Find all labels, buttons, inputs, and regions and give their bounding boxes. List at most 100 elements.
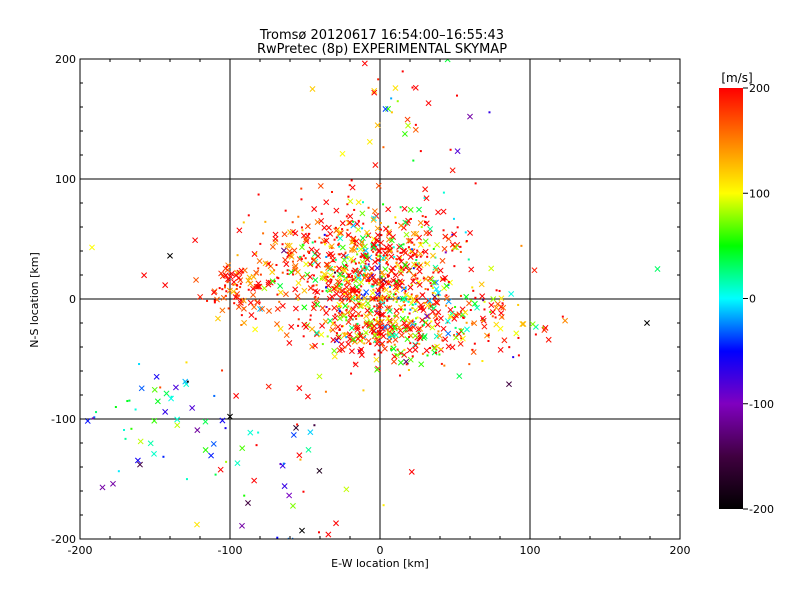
data-point-x (309, 326, 316, 332)
data-point-dot (416, 339, 419, 342)
data-point-dot (213, 394, 216, 397)
data-point-dot (470, 322, 473, 325)
data-point-x (370, 295, 376, 302)
data-point-dot (324, 275, 327, 278)
data-point-dot (332, 286, 335, 289)
data-point-x (374, 366, 381, 373)
data-point-x (233, 392, 240, 399)
data-point-dot (376, 331, 379, 334)
data-point-x (417, 305, 424, 312)
data-point-dot (474, 182, 477, 185)
data-point-dot (460, 314, 463, 317)
data-point-x (387, 243, 394, 250)
data-point-x (444, 318, 451, 325)
data-point-dot (411, 86, 414, 89)
data-point-x (172, 384, 179, 391)
data-point-x (272, 231, 279, 238)
data-point-x (385, 280, 392, 287)
data-point-x (369, 289, 376, 296)
data-point-x (287, 229, 294, 236)
data-point-x (323, 237, 330, 244)
data-point-x (217, 466, 224, 473)
data-point-dot (385, 262, 388, 265)
data-point-dot (416, 249, 419, 252)
data-point-x (422, 248, 429, 255)
data-point-x (531, 267, 538, 274)
data-point-dot (347, 273, 350, 276)
data-point-dot (399, 206, 402, 209)
data-point-x (385, 105, 392, 112)
data-point-dot (386, 273, 389, 276)
data-point-dot (281, 271, 284, 274)
data-point-x (250, 285, 257, 292)
data-point-dot (346, 234, 349, 237)
data-point-x (147, 440, 154, 447)
data-point-x (333, 290, 340, 297)
data-point-dot (488, 111, 491, 114)
data-point-x (281, 483, 288, 490)
data-point-dot (424, 261, 427, 264)
data-point-x (247, 280, 254, 287)
data-point-dot (424, 220, 427, 223)
data-point-x (335, 334, 342, 341)
data-point-x (323, 199, 330, 206)
data-point-dot (426, 354, 429, 357)
data-point-x (480, 317, 487, 324)
data-point-dot (403, 308, 406, 311)
data-point-x (311, 251, 318, 258)
data-point-x (333, 227, 340, 234)
data-point-x (189, 405, 196, 411)
data-point-x (256, 283, 263, 290)
data-point-dot (306, 280, 309, 283)
data-point-x (403, 358, 410, 365)
data-point-x (430, 279, 437, 286)
data-point-x (365, 338, 372, 345)
data-point-dot (257, 431, 260, 434)
data-point-x (347, 314, 354, 321)
data-point-x (351, 247, 358, 253)
data-point-x (314, 301, 321, 308)
data-point-x (443, 282, 450, 289)
data-point-x (392, 318, 399, 325)
data-point-dot (273, 280, 276, 283)
data-point-x (437, 315, 444, 322)
data-point-dot (278, 300, 281, 303)
data-point-dot (114, 406, 117, 409)
data-point-x (343, 284, 350, 291)
data-point-x (375, 182, 382, 189)
data-point-dot (376, 244, 379, 247)
data-point-x (262, 260, 269, 267)
data-point-x (373, 277, 379, 284)
data-point-x (352, 267, 359, 274)
data-point-dot (356, 296, 359, 299)
data-point-dot (406, 316, 409, 319)
data-point-x (257, 305, 264, 312)
data-point-dot (412, 278, 415, 281)
colorbar-tick-label: -200 (749, 503, 774, 516)
data-point-dot (309, 314, 312, 317)
data-point-dot (371, 283, 374, 286)
data-point-dot (512, 356, 515, 359)
data-point-dot (421, 215, 424, 218)
data-point-dot (329, 329, 332, 332)
data-point-dot (367, 206, 370, 209)
data-point-x (238, 267, 245, 274)
data-point-dot (407, 300, 410, 303)
data-point-x (318, 331, 325, 338)
data-point-dot (350, 372, 353, 375)
data-point-x (304, 393, 311, 400)
data-point-dot (400, 308, 403, 311)
data-point-dot (277, 277, 280, 280)
data-point-dot (408, 238, 411, 241)
data-point-x (359, 258, 366, 265)
data-point-dot (255, 444, 258, 447)
data-point-dot (281, 243, 284, 246)
data-point-dot (364, 274, 367, 277)
data-point-dot (442, 191, 445, 194)
data-point-dot (304, 257, 307, 260)
data-point-x (435, 309, 442, 316)
data-point-x (251, 304, 258, 311)
data-point-dot (368, 306, 371, 309)
data-point-x (422, 238, 429, 245)
data-point-x (296, 256, 303, 263)
